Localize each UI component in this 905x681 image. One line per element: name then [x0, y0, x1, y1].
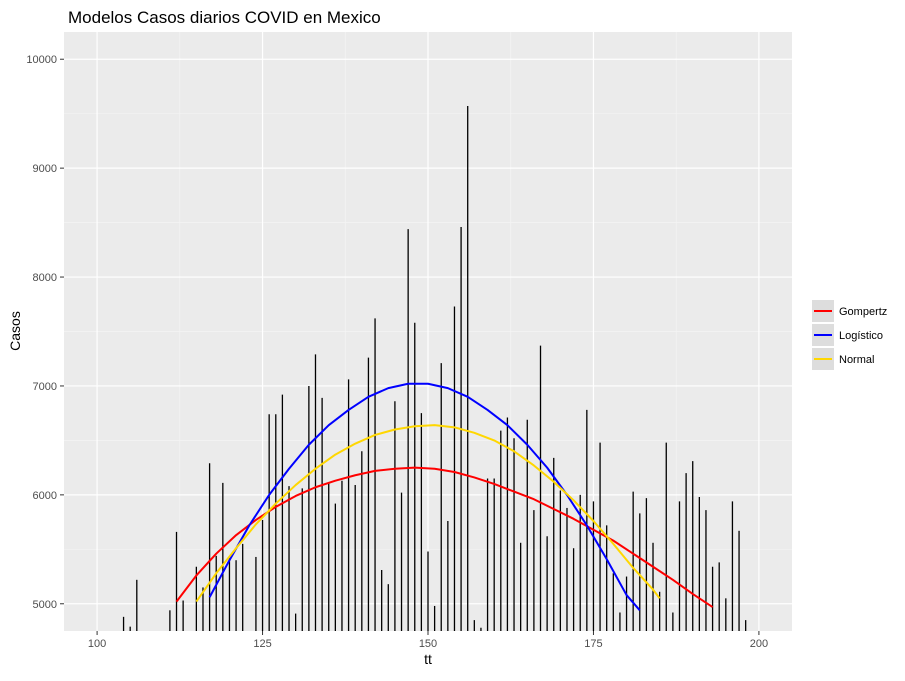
y-tick-label: 9000	[33, 163, 57, 175]
x-tick-label: 125	[253, 638, 271, 650]
x-axis-ticks: 100 125 150 175 200	[88, 631, 768, 650]
x-tick-label: 100	[88, 638, 106, 650]
x-tick-label: 150	[419, 638, 437, 650]
chart-title: Modelos Casos diarios COVID en Mexico	[68, 8, 381, 27]
legend-label-normal: Normal	[839, 354, 874, 366]
y-axis-title: Casos	[7, 311, 23, 351]
x-tick-label: 200	[750, 638, 768, 650]
series-line-normal	[195, 424, 661, 603]
model-curves	[175, 382, 714, 611]
series-line-logstico	[208, 382, 641, 611]
legend: Gompertz Logístico Normal	[812, 300, 887, 370]
y-tick-label: 6000	[33, 490, 57, 502]
y-tick-label: 5000	[33, 599, 57, 611]
y-axis-ticks: 5000 6000 7000 8000 9000 10000	[26, 54, 64, 611]
y-tick-label: 8000	[33, 272, 57, 284]
y-tick-label: 10000	[26, 54, 57, 66]
daily-cases-bars	[122, 106, 747, 631]
x-axis-title: tt	[424, 651, 432, 667]
x-tick-label: 175	[584, 638, 602, 650]
legend-label-gompertz: Gompertz	[839, 306, 887, 318]
legend-label-logstico: Logístico	[839, 330, 883, 342]
y-tick-label: 7000	[33, 381, 57, 393]
